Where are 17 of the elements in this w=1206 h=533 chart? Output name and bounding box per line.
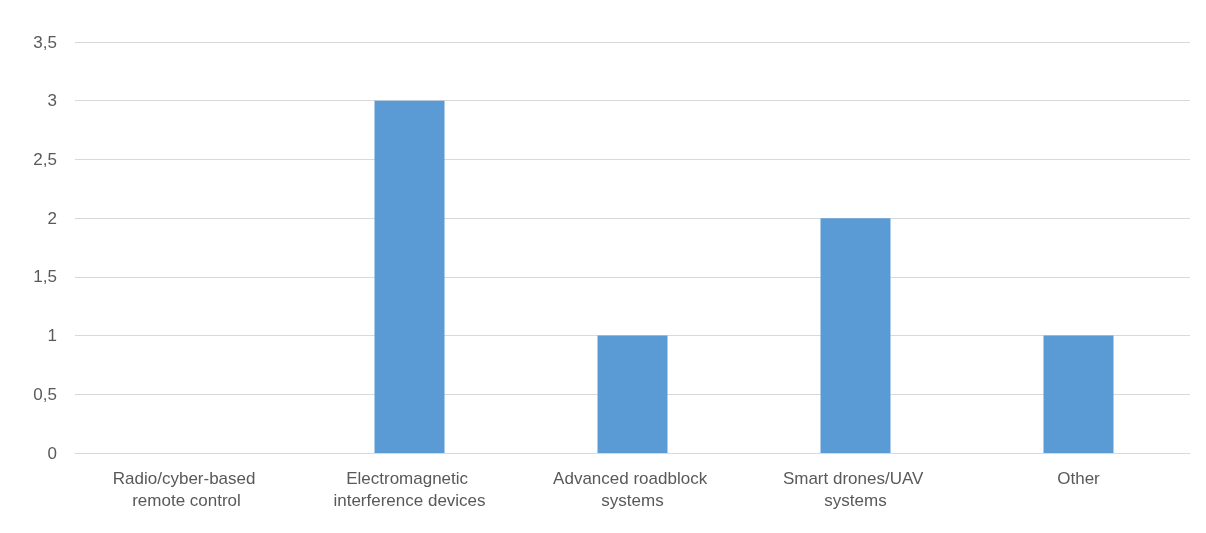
y-tick-label: 0,5 [33, 384, 57, 404]
x-tick-label: Electromagnetic interference devices [333, 468, 486, 510]
y-tick-label: 3 [47, 91, 57, 111]
y-tick-label: 2,5 [33, 149, 57, 169]
y-tick-label: 1,5 [33, 267, 57, 287]
x-tick-label: Other [1057, 468, 1101, 488]
bar [374, 100, 445, 453]
x-tick-label: Advanced roadblock systems [553, 468, 712, 510]
bar [597, 335, 668, 453]
y-tick-label: 3,5 [33, 32, 57, 52]
bar [820, 218, 891, 453]
y-tick-label: 1 [47, 326, 57, 346]
y-tick-label: 0 [47, 443, 57, 463]
x-tick-label: Smart drones/UAV systems [782, 468, 929, 510]
x-tick-label: Radio/cyber-based remote control [112, 468, 261, 510]
bar [1043, 335, 1114, 453]
y-tick-label: 2 [47, 208, 57, 228]
